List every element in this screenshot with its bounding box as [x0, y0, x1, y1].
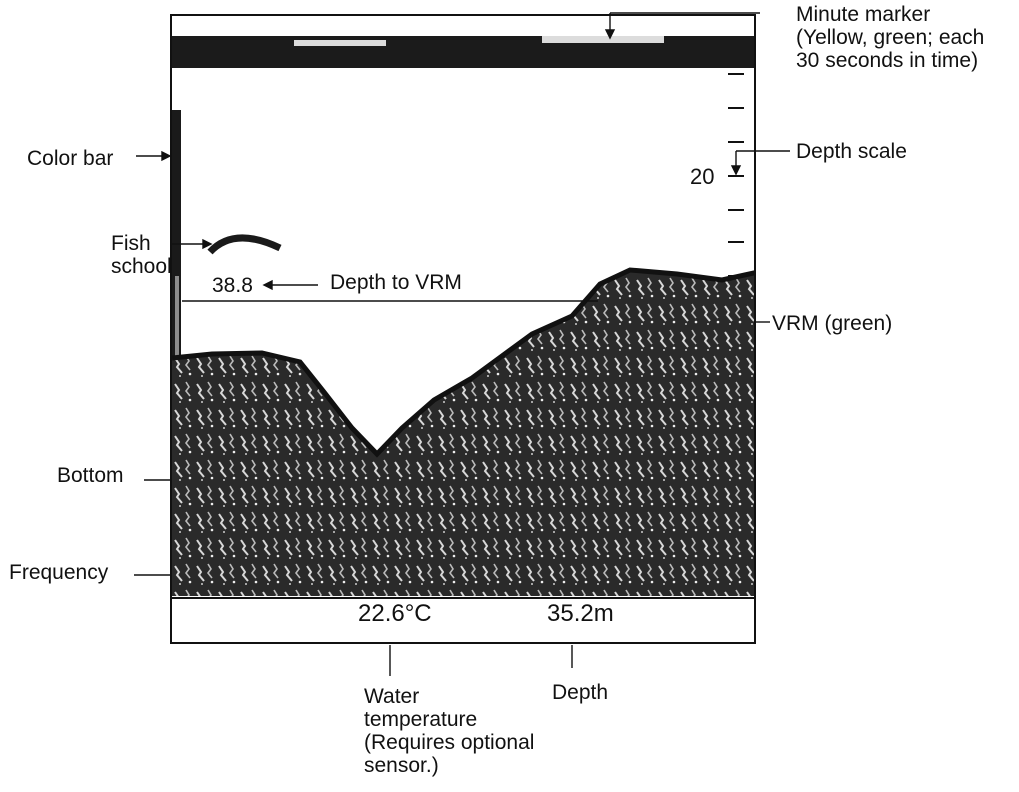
fish-school-label: Fish school: [111, 232, 172, 278]
depth-readout-value: 35.2m: [547, 600, 614, 627]
echogram: [172, 36, 754, 599]
bottom-label: Bottom: [57, 464, 124, 487]
water-temperature-value: 22.6°C: [358, 600, 432, 627]
bottom-echo: [172, 270, 754, 596]
depth-scale-label: Depth scale: [796, 140, 907, 163]
minute-marker-left: [294, 40, 386, 46]
frequency-label: Frequency: [9, 561, 109, 584]
echo-display: 20 38.8 22.6°C 35.2m: [170, 14, 756, 644]
depth-scale-value: 20: [690, 164, 715, 189]
color-bar-label: Color bar: [27, 147, 114, 170]
water-temperature-label: Water temperature (Requires optional sen…: [364, 685, 535, 777]
fish-school-echo: [207, 234, 282, 255]
depth-label: Depth: [552, 681, 609, 704]
depth-scale-ticks: [728, 73, 744, 277]
minute-marker-label: Minute marker (Yellow, green; each 30 se…: [796, 3, 985, 72]
color-bar: [172, 110, 181, 360]
depth-to-vrm-label: Depth to VRM: [330, 271, 462, 294]
vrm-depth-value: 38.8: [212, 274, 253, 297]
vrm-label: VRM (green): [772, 312, 893, 335]
minute-marker-right: [542, 36, 664, 43]
